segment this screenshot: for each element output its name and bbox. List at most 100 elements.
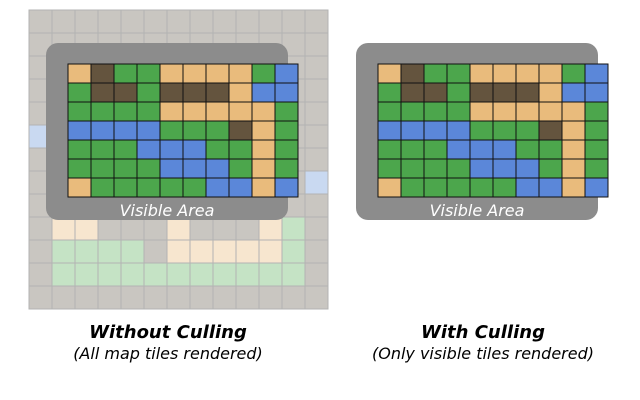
left-visible-tile-grass xyxy=(113,139,138,160)
map-tile-empty xyxy=(97,216,122,241)
right-visible-tile-grass xyxy=(423,101,448,122)
left-visible-tile-sand xyxy=(251,158,276,179)
map-tile-grass xyxy=(166,262,191,287)
right-visible-tile-water xyxy=(400,120,425,141)
right-visible-tiles xyxy=(377,63,609,198)
map-tile-grass xyxy=(281,216,306,241)
right-visible-tile-grass xyxy=(492,177,517,198)
map-tile-grass xyxy=(235,262,260,287)
right-caption-title: With Culling xyxy=(421,322,545,343)
left-visible-tile-water xyxy=(251,82,276,103)
left-visible-tile-water xyxy=(159,139,184,160)
right-visible-tile-rock xyxy=(400,63,425,84)
left-visible-tile-grass xyxy=(136,82,161,103)
map-tile-empty xyxy=(304,78,329,103)
right-visible-tile-sand xyxy=(561,177,586,198)
left-visible-tile-grass xyxy=(159,177,184,198)
right-visible-tile-sand xyxy=(561,120,586,141)
left-visible-tile-water xyxy=(113,120,138,141)
left-visible-tile-sand xyxy=(251,177,276,198)
right-caption: With Culling (Only visible tiles rendere… xyxy=(333,322,633,364)
right-visible-tile-water xyxy=(446,120,471,141)
left-visible-tile-grass xyxy=(67,158,92,179)
left-visible-tile-grass xyxy=(90,158,115,179)
map-tile-grass xyxy=(51,262,76,287)
left-visible-tile-sand xyxy=(205,101,230,122)
right-visible-tile-sand xyxy=(492,63,517,84)
map-tile-grass xyxy=(120,262,145,287)
left-visible-tile-sand xyxy=(228,82,253,103)
right-visible-tile-grass xyxy=(538,139,563,160)
map-tile-grass xyxy=(212,262,237,287)
map-tile-empty xyxy=(166,285,191,310)
right-visible-tile-grass xyxy=(446,101,471,122)
map-tile-empty xyxy=(304,101,329,126)
right-visible-tile-sand xyxy=(561,139,586,160)
right-visible-tile-sand xyxy=(538,82,563,103)
map-tile-water xyxy=(304,170,329,195)
right-visible-tile-sand xyxy=(492,101,517,122)
left-visible-tile-grass xyxy=(136,101,161,122)
map-tile-empty xyxy=(189,9,214,34)
right-visible-tile-grass xyxy=(423,139,448,160)
map-tile-empty xyxy=(235,9,260,34)
left-caption-title: Without Culling xyxy=(89,322,247,343)
map-tile-empty xyxy=(28,216,53,241)
right-visible-tile-sand xyxy=(561,158,586,179)
right-visible-tile-grass xyxy=(538,158,563,179)
right-visible-tile-grass xyxy=(446,63,471,84)
right-caption-subtitle: (Only visible tiles rendered) xyxy=(371,344,594,363)
map-tile-empty xyxy=(28,239,53,264)
map-tile-empty xyxy=(28,285,53,310)
map-tile-empty xyxy=(235,285,260,310)
map-tile-empty xyxy=(143,239,168,264)
right-visible-tile-grass xyxy=(446,158,471,179)
right-visible-tile-rock xyxy=(538,120,563,141)
right-visible-tile-grass xyxy=(377,82,402,103)
left-visible-tile-water xyxy=(159,158,184,179)
map-tile-empty xyxy=(304,239,329,264)
map-tile-empty xyxy=(304,285,329,310)
right-visible-tile-grass xyxy=(423,158,448,179)
map-tile-sand xyxy=(166,216,191,241)
map-tile-sand xyxy=(258,239,283,264)
map-tile-empty xyxy=(304,216,329,241)
map-tile-empty xyxy=(51,285,76,310)
right-visible-tile-rock xyxy=(400,82,425,103)
left-visible-tile-water xyxy=(182,139,207,160)
right-visible-area-frame: Visible Area xyxy=(356,43,609,220)
left-visible-tile-grass xyxy=(90,177,115,198)
map-tile-empty xyxy=(281,285,306,310)
left-visible-area-frame: Visible Area xyxy=(46,43,299,220)
left-visible-tile-rock xyxy=(228,120,253,141)
left-visible-tile-grass xyxy=(182,120,207,141)
right-visible-tile-sand xyxy=(469,63,494,84)
map-tile-empty xyxy=(212,285,237,310)
left-visible-tile-grass xyxy=(205,120,230,141)
map-tile-sand xyxy=(51,216,76,241)
right-visible-tile-water xyxy=(538,177,563,198)
left-caption: Without Culling (All map tiles rendered) xyxy=(18,322,318,364)
map-tile-empty xyxy=(143,285,168,310)
left-visible-tile-water xyxy=(136,120,161,141)
left-visible-tile-sand xyxy=(67,177,92,198)
left-visible-tile-sand xyxy=(205,63,230,84)
right-visible-tile-grass xyxy=(377,101,402,122)
map-tile-empty xyxy=(304,193,329,218)
map-tile-empty xyxy=(120,285,145,310)
left-visible-tile-water xyxy=(136,139,161,160)
left-visible-tile-grass xyxy=(228,158,253,179)
right-visible-tile-grass xyxy=(584,139,609,160)
map-tile-sand xyxy=(212,239,237,264)
left-visible-tile-grass xyxy=(274,101,299,122)
right-visible-tile-grass xyxy=(492,120,517,141)
left-visible-tile-grass xyxy=(113,63,138,84)
map-tile-empty xyxy=(143,9,168,34)
map-tile-empty xyxy=(189,285,214,310)
map-tile-empty xyxy=(166,9,191,34)
right-visible-tile-sand xyxy=(538,63,563,84)
right-visible-tile-grass xyxy=(515,139,540,160)
right-visible-tile-grass xyxy=(400,158,425,179)
right-visible-tile-grass xyxy=(515,120,540,141)
left-visible-tile-grass xyxy=(90,139,115,160)
